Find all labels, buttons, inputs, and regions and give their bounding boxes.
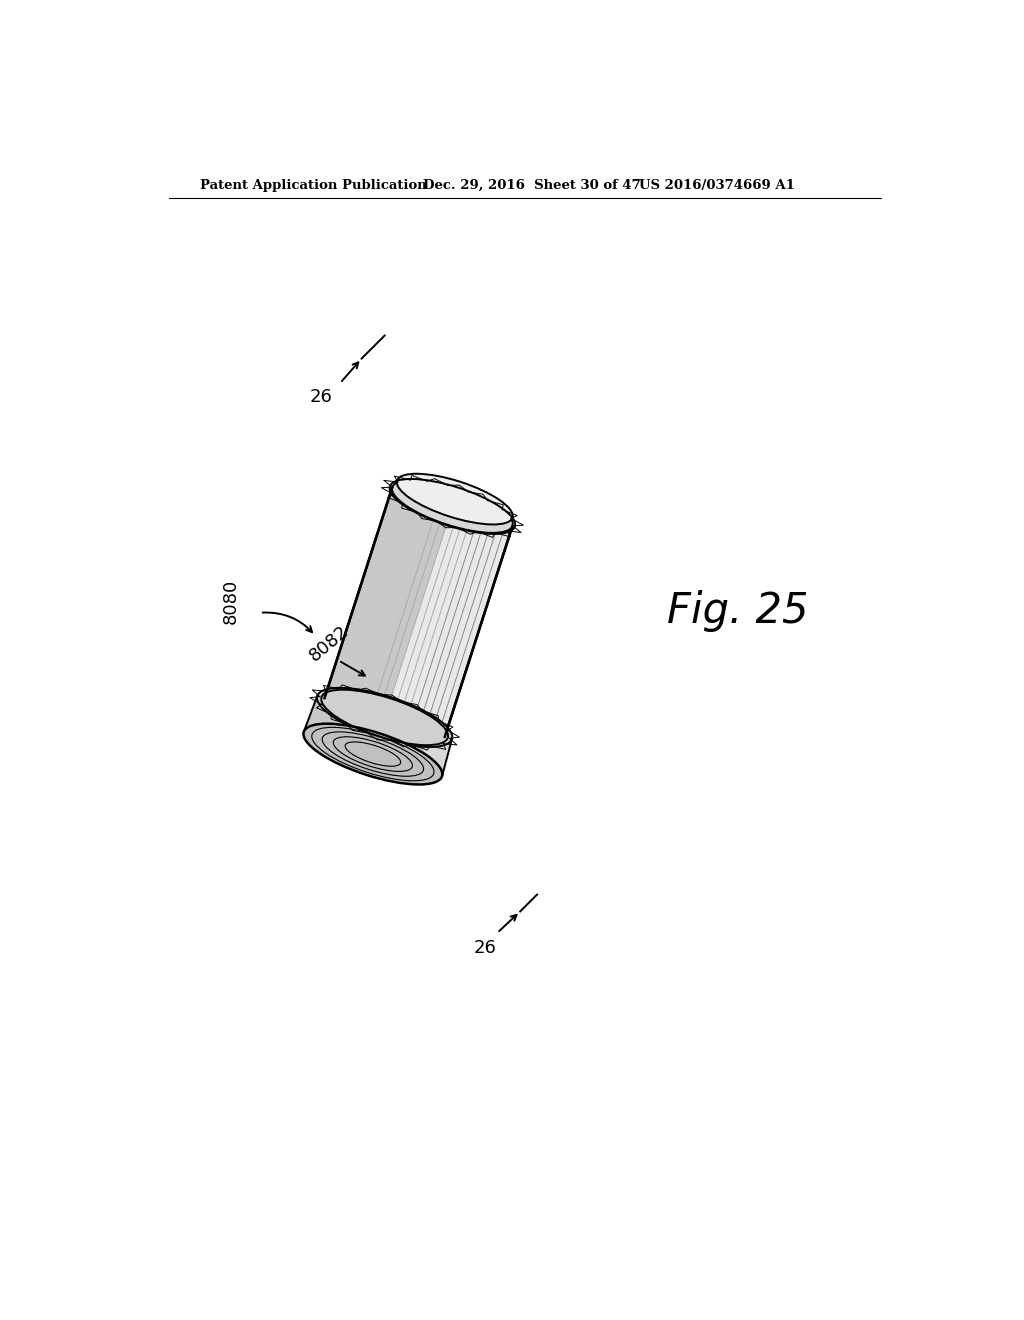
Text: US 2016/0374669 A1: US 2016/0374669 A1	[639, 178, 795, 191]
Polygon shape	[373, 718, 452, 776]
Polygon shape	[385, 507, 513, 737]
Text: Patent Application Publication: Patent Application Publication	[200, 178, 427, 191]
Ellipse shape	[392, 480, 513, 533]
Text: 8080: 8080	[221, 578, 240, 624]
Polygon shape	[304, 696, 385, 754]
Text: 26: 26	[473, 939, 497, 957]
Text: Fig. 25: Fig. 25	[667, 590, 808, 632]
Ellipse shape	[303, 723, 442, 784]
Ellipse shape	[317, 688, 453, 747]
Text: 26: 26	[310, 388, 333, 407]
Text: 8082: 8082	[306, 622, 352, 665]
Polygon shape	[325, 487, 453, 718]
Text: Dec. 29, 2016  Sheet 30 of 47: Dec. 29, 2016 Sheet 30 of 47	[423, 178, 641, 191]
Ellipse shape	[396, 474, 513, 524]
